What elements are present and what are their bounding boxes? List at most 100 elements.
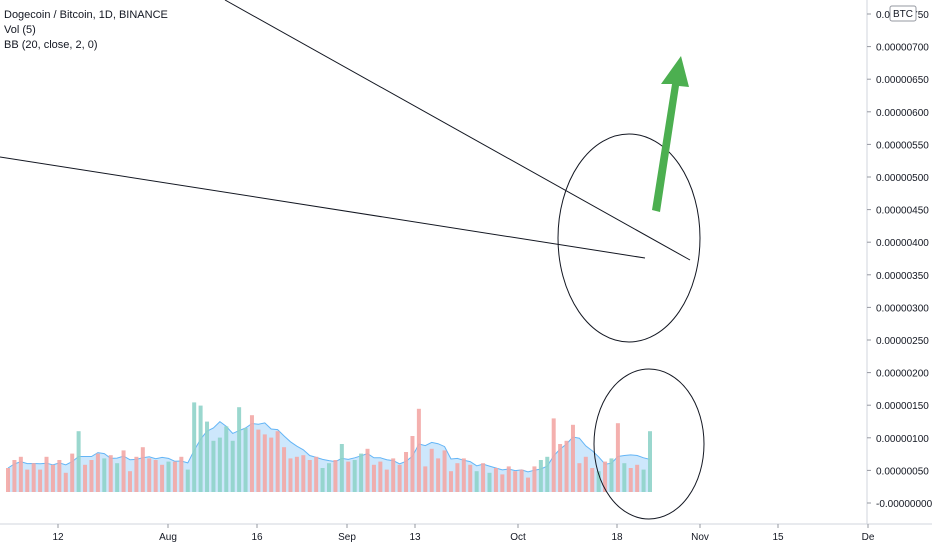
volume-bar bbox=[134, 456, 139, 492]
volume-bar bbox=[108, 455, 113, 492]
price-tick-label: 0.00000300 bbox=[876, 303, 929, 314]
volume-bar bbox=[38, 469, 43, 492]
volume-bar bbox=[590, 468, 595, 492]
legend-volume: Vol (5) bbox=[4, 24, 36, 36]
volume-bar bbox=[346, 461, 351, 492]
volume-bar bbox=[622, 463, 627, 492]
volume-bar bbox=[513, 471, 518, 492]
highlight-circle-price bbox=[557, 133, 701, 343]
volume-bar bbox=[596, 471, 601, 492]
volume-bar bbox=[140, 447, 145, 492]
volume-bar bbox=[314, 456, 319, 492]
volume-bar bbox=[448, 471, 453, 492]
volume-bar bbox=[410, 436, 415, 492]
volume-bar bbox=[294, 456, 299, 492]
volume-bar bbox=[76, 431, 81, 492]
volume-bar bbox=[436, 458, 441, 492]
volume-bar bbox=[577, 463, 582, 492]
volume-bar bbox=[230, 440, 235, 492]
volume-bar bbox=[57, 460, 62, 492]
time-tick-label: Aug bbox=[159, 532, 177, 543]
volume-bar bbox=[481, 463, 486, 492]
price-axis-bg bbox=[867, 0, 932, 550]
volume-bar bbox=[256, 429, 261, 492]
volume-bar bbox=[211, 440, 216, 492]
time-tick-label: 18 bbox=[611, 532, 623, 543]
volume-bar bbox=[160, 464, 165, 492]
volume-bar bbox=[89, 460, 94, 492]
volume-bar bbox=[558, 444, 563, 492]
volume-bar bbox=[442, 450, 447, 492]
volume-bar bbox=[423, 466, 428, 492]
bullish-arrow bbox=[652, 56, 689, 212]
price-tick-label: 0.00000450 bbox=[876, 206, 929, 217]
volume-bar bbox=[121, 450, 126, 492]
volume-bar bbox=[570, 424, 575, 492]
volume-bar bbox=[474, 471, 479, 492]
volume-bar bbox=[102, 458, 107, 492]
volume-bar bbox=[63, 472, 68, 492]
volume-bar bbox=[95, 453, 100, 492]
volume-bar bbox=[500, 474, 505, 492]
price-tick-label: 0.00000350 bbox=[876, 271, 929, 282]
descending-trendline-lower bbox=[0, 156, 646, 259]
volume-bar bbox=[288, 458, 293, 492]
volume-bar bbox=[275, 431, 280, 492]
time-tick-label: De bbox=[862, 532, 875, 543]
volume-bar bbox=[538, 460, 543, 492]
volume-bar bbox=[12, 460, 17, 492]
time-tick-label: Nov bbox=[691, 532, 709, 543]
volume-bar bbox=[564, 440, 569, 492]
volume-bar bbox=[532, 466, 537, 492]
volume-bar bbox=[179, 456, 184, 492]
volume-bar bbox=[641, 469, 646, 492]
volume-bar bbox=[172, 461, 177, 492]
volume-bar bbox=[147, 458, 152, 492]
volume-bar bbox=[339, 444, 344, 492]
volume-bar bbox=[526, 477, 531, 492]
volume-bar bbox=[6, 468, 10, 492]
volume-bar bbox=[461, 458, 466, 492]
volume-bar bbox=[609, 458, 614, 492]
volume-bar bbox=[301, 455, 306, 492]
volume-bar bbox=[224, 426, 229, 492]
time-tick-label: 16 bbox=[251, 532, 263, 543]
volume-bar bbox=[628, 468, 633, 492]
price-tick-label: 0.00000200 bbox=[876, 369, 929, 380]
volume-bar bbox=[282, 447, 287, 492]
time-tick-label: 12 bbox=[52, 532, 64, 543]
volume-bar bbox=[545, 456, 550, 492]
volume-bar bbox=[115, 463, 120, 492]
volume-bar bbox=[455, 463, 460, 492]
volume-bar bbox=[127, 471, 132, 492]
highlight-circle-volume bbox=[593, 368, 705, 520]
volume-bar bbox=[50, 464, 55, 492]
volume-bar bbox=[365, 448, 370, 492]
volume-bar bbox=[378, 461, 383, 492]
volume-bar bbox=[70, 453, 75, 492]
volume-bar bbox=[205, 421, 210, 492]
price-tick-label: 0.00000650 bbox=[876, 75, 929, 86]
currency-badge bbox=[889, 5, 917, 22]
volume-bar bbox=[506, 466, 511, 492]
volume-bar bbox=[416, 408, 421, 492]
volume-bar bbox=[217, 437, 222, 492]
volume-bar bbox=[83, 464, 88, 492]
price-tick-label: 0.00000050 bbox=[876, 466, 929, 477]
volume-layer bbox=[6, 402, 652, 492]
volume-bar bbox=[243, 428, 248, 492]
currency-badge-label: BTC bbox=[893, 9, 913, 20]
volume-bar bbox=[198, 405, 203, 492]
volume-bar bbox=[153, 460, 158, 492]
legend-title: Dogecoin / Bitcoin, 1D, BINANCE bbox=[4, 9, 168, 21]
volume-bar bbox=[615, 423, 620, 492]
volume-bar bbox=[635, 464, 640, 492]
price-tick-label: 0.00000700 bbox=[876, 43, 929, 54]
volume-bar bbox=[192, 402, 197, 492]
volume-bar bbox=[333, 460, 338, 492]
time-tick-label: 13 bbox=[409, 532, 421, 543]
volume-bar bbox=[18, 456, 23, 492]
